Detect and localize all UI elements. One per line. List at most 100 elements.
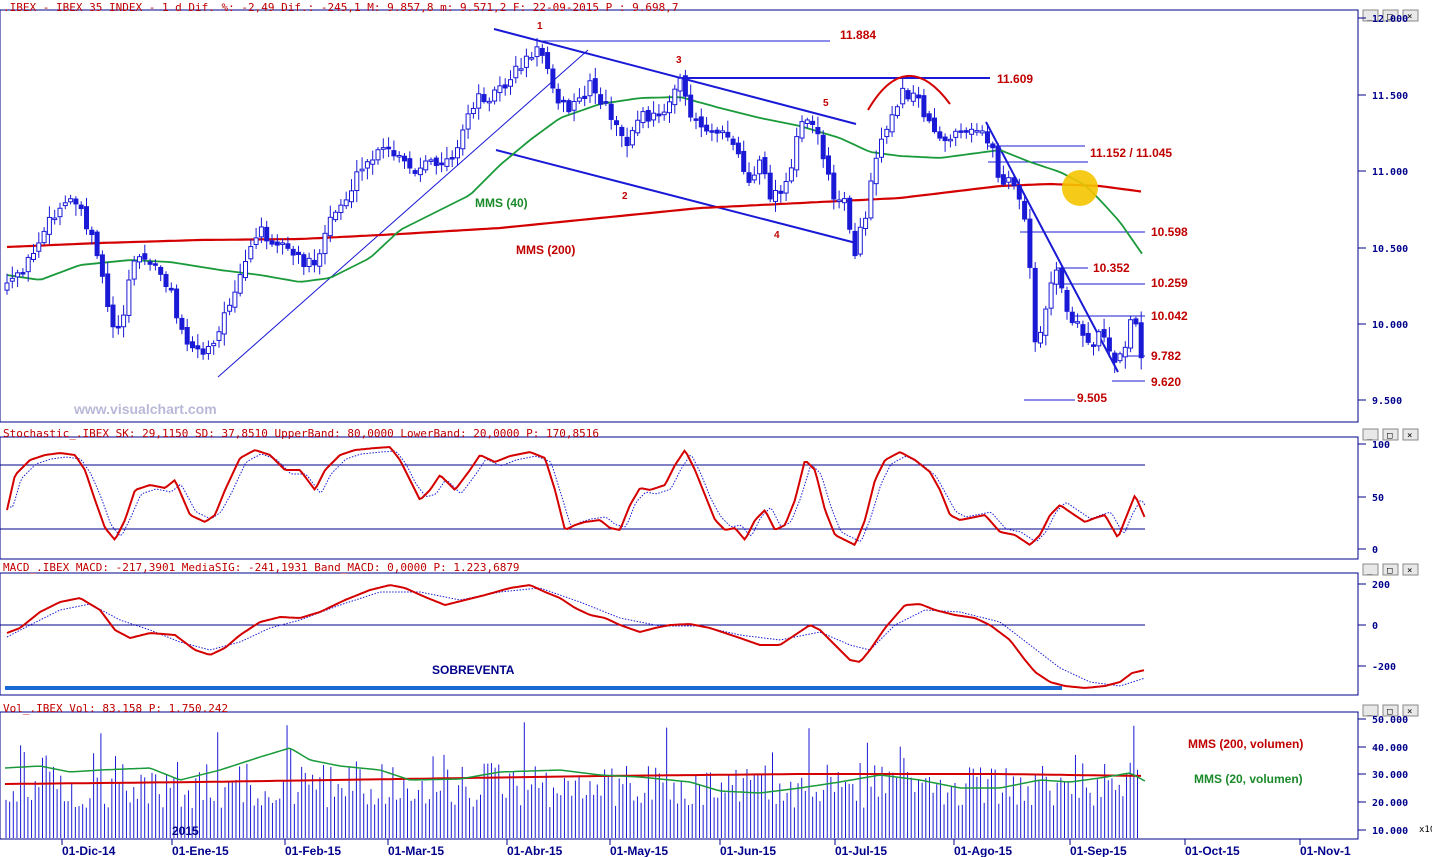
- stoch-sk-line: [6, 445, 1146, 547]
- candle-body: [465, 113, 471, 130]
- window-button[interactable]: [1382, 9, 1399, 22]
- candle-body: [121, 314, 127, 328]
- candle-body: [1128, 319, 1134, 349]
- candle-body: [402, 155, 407, 162]
- price-mms200-line: [6, 182, 1142, 249]
- candle-body: [995, 146, 1001, 178]
- candle-body: [407, 158, 413, 169]
- stoch-axis: 100 50 0: [1358, 440, 1390, 556]
- candle-body: [587, 80, 593, 97]
- candle-body: [243, 261, 248, 279]
- candle-body: [253, 237, 259, 246]
- window-button[interactable]: [1402, 563, 1419, 576]
- window-button[interactable]: [1362, 563, 1379, 576]
- window-button[interactable]: [1402, 9, 1419, 22]
- candle-body: [921, 95, 927, 118]
- stoch-header: Stochastic_.IBEX SK: 29,1150 SD: 37,8510…: [3, 427, 599, 440]
- candle-body: [168, 287, 174, 291]
- candle-body: [539, 47, 545, 56]
- candle-body: [1006, 177, 1012, 183]
- candle-body: [974, 130, 980, 133]
- candle-body: [990, 143, 996, 149]
- candle-body: [592, 78, 598, 94]
- date-tick-label: 01-Jun-15: [720, 844, 776, 857]
- candle-body: [682, 75, 688, 97]
- candle-body: [1101, 329, 1107, 338]
- candle-body: [958, 130, 964, 133]
- window-button-glyph: □: [1387, 12, 1393, 22]
- candle-body: [677, 77, 683, 92]
- level-label-10259: 10.259: [1151, 276, 1188, 290]
- candle-body: [1022, 200, 1028, 220]
- window-button[interactable]: [1362, 428, 1379, 441]
- candle-body: [216, 331, 222, 341]
- candle-body: [1117, 353, 1123, 362]
- macd-tick-label: 200: [1372, 580, 1390, 591]
- candle-body: [879, 138, 884, 158]
- volume-tick-label: 20.000: [1372, 798, 1408, 809]
- candle-body: [693, 118, 699, 121]
- candle-body: [1016, 184, 1022, 200]
- window-button-glyph: _: [1367, 566, 1373, 576]
- candle-body: [767, 172, 773, 200]
- candle-body: [364, 161, 370, 169]
- date-tick-label: 01-Nov-1: [1300, 844, 1351, 857]
- candle-body: [349, 190, 354, 203]
- candle-body: [301, 254, 307, 267]
- candle-body: [211, 342, 217, 347]
- candle-body: [322, 232, 328, 255]
- macd-signal-line: [6, 587, 1145, 687]
- window-button[interactable]: [1382, 428, 1399, 441]
- window-button[interactable]: [1402, 704, 1419, 717]
- candle-body: [84, 206, 89, 230]
- window-button[interactable]: [1382, 563, 1399, 576]
- window-button[interactable]: [1362, 9, 1379, 22]
- candle-body: [852, 230, 858, 257]
- candle-body: [826, 155, 831, 175]
- candle-body: [730, 138, 736, 145]
- candle-body: [720, 130, 725, 134]
- candle-body: [492, 89, 498, 102]
- candle-body: [200, 348, 206, 355]
- price-tick-label: 11.500: [1372, 91, 1408, 102]
- candle-body: [894, 106, 900, 116]
- candle-body: [571, 100, 577, 111]
- candle-body: [41, 230, 47, 244]
- mms40-label: MMS (40): [475, 196, 528, 210]
- window-button[interactable]: [1402, 428, 1419, 441]
- candle-body: [444, 158, 450, 167]
- yellow-cross-marker: [1062, 170, 1098, 206]
- candle-body: [910, 92, 916, 102]
- watermark: www.visualchart.com: [73, 401, 217, 417]
- window-button[interactable]: [1362, 704, 1379, 717]
- candle-body: [227, 304, 233, 312]
- candle-body: [184, 326, 190, 345]
- candle-body: [1106, 337, 1112, 352]
- candle-body: [1000, 174, 1006, 185]
- candle-body: [375, 149, 381, 161]
- candle-body: [497, 85, 503, 94]
- window-button[interactable]: [1382, 704, 1399, 717]
- candle-body: [274, 241, 280, 246]
- window-buttons: _ □ × _ □ × _ □ × _ □ ×: [1362, 9, 1419, 717]
- candle-body: [1053, 269, 1059, 285]
- candle-body: [105, 273, 111, 307]
- candle-body: [15, 272, 21, 278]
- candle-body: [1043, 308, 1049, 336]
- candle-body: [857, 226, 863, 255]
- stoch-tick-label: 50: [1372, 493, 1384, 504]
- level-label-9620: 9.620: [1151, 375, 1181, 389]
- candle-body: [555, 88, 561, 104]
- candle-body: [1048, 282, 1054, 309]
- candle-body: [773, 189, 778, 202]
- candle-body: [94, 231, 100, 257]
- candle-body: [152, 263, 158, 266]
- sobreventa-label: SOBREVENTA: [432, 663, 515, 677]
- candle-body: [1064, 289, 1070, 312]
- level-label-11609: 11.609: [997, 72, 1033, 86]
- candle-body: [1122, 346, 1128, 358]
- level-label-10598: 10.598: [1151, 225, 1188, 239]
- date-tick-label: 01-Jul-15: [835, 844, 887, 857]
- price-tick-label: 9.500: [1372, 396, 1402, 407]
- candle-body: [163, 274, 169, 288]
